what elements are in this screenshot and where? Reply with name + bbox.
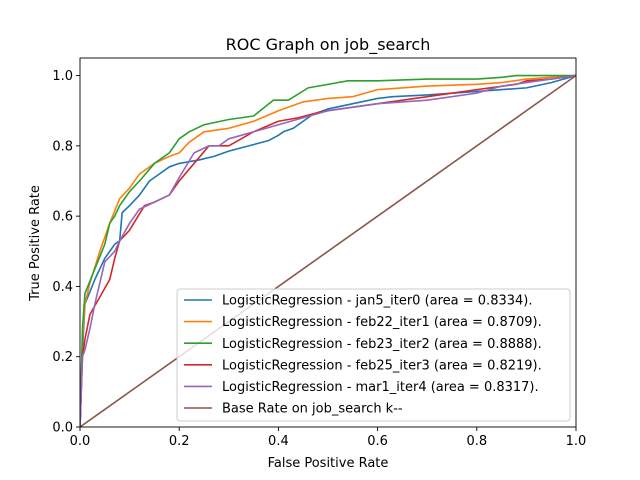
chart-title: ROC Graph on job_search — [226, 35, 431, 55]
y-tick-label: 0.2 — [52, 350, 73, 365]
legend-entry-3: LogisticRegression - feb23_iter2 (area =… — [222, 337, 542, 352]
series-line-3 — [80, 74, 576, 427]
y-tick-label: 1.0 — [52, 69, 73, 84]
x-tick-label: 0.0 — [70, 434, 91, 449]
y-tick-label: 0.0 — [52, 421, 73, 436]
y-axis-label: True Positive Rate — [28, 185, 43, 302]
legend: LogisticRegression - jan5_iter0 (area = … — [176, 288, 571, 422]
plot-area — [79, 57, 577, 428]
x-tick-label: 0.8 — [466, 434, 487, 449]
x-axis-label: False Positive Rate — [268, 456, 389, 471]
series-line-2 — [80, 74, 576, 427]
legend-entry-4: LogisticRegression - feb25_iter3 (area =… — [222, 358, 542, 373]
x-tick-label: 1.0 — [566, 434, 587, 449]
y-tick-label: 0.6 — [52, 210, 73, 225]
series-line-6 — [80, 74, 576, 427]
x-tick-label: 0.2 — [169, 434, 190, 449]
series-lines — [80, 74, 576, 427]
legend-entry-5: LogisticRegression - mar1_iter4 (area = … — [222, 380, 539, 395]
series-line-5 — [80, 74, 576, 427]
legend-entry-6: Base Rate on job_search k-- — [222, 402, 403, 417]
legend-entry-2: LogisticRegression - feb22_iter1 (area =… — [222, 315, 542, 330]
legend-box — [176, 288, 571, 422]
plot-frame — [79, 57, 577, 428]
series-line-1 — [80, 74, 576, 427]
x-tick-label: 0.6 — [367, 434, 388, 449]
y-tick-label: 0.8 — [52, 139, 73, 154]
x-tick-label: 0.4 — [268, 434, 289, 449]
legend-entry-1: LogisticRegression - jan5_iter0 (area = … — [222, 294, 532, 309]
y-tick-label: 0.4 — [52, 280, 73, 295]
axis-ticks: 0.0 0.2 0.4 0.6 0.8 1.0 0.0 0.2 0.4 0.6 0.8 1.0 — [52, 69, 586, 449]
